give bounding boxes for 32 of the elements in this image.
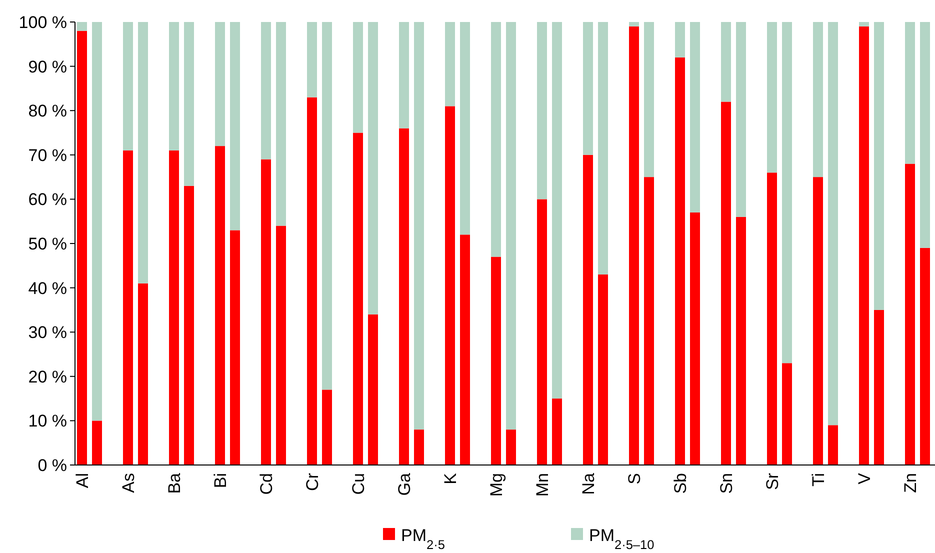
y-tick-label: 30 % [28, 323, 67, 342]
x-tick-label: S [625, 473, 644, 484]
x-tick-label: Cd [257, 473, 276, 495]
x-tick-label: Ga [395, 472, 414, 496]
y-tick-label: 70 % [28, 146, 67, 165]
y-tick-label: 60 % [28, 190, 67, 210]
y-tick-label: 100 % [18, 12, 67, 32]
y-tick-label: 40 % [28, 278, 67, 298]
x-tick-label: Zn [901, 473, 920, 493]
x-tick-label: Ti [809, 473, 828, 487]
x-tick-label: Sn [717, 473, 736, 494]
x-tick-label: As [119, 473, 138, 493]
y-tick-label: 50 % [28, 234, 67, 254]
x-tick-label: Cr [303, 472, 322, 491]
x-tick-label: Na [579, 472, 598, 495]
x-tick-label: Ba [165, 472, 184, 494]
x-tick-label: Sr [763, 472, 782, 490]
y-tick-label: 80 % [28, 102, 67, 121]
legend-label: PM$_{2·5–10}$ [589, 526, 654, 552]
y-tick-label: 90 % [28, 57, 67, 76]
x-tick-label: Sb [671, 473, 690, 494]
y-tick-label: 10 % [28, 412, 67, 431]
x-tick-label: K [441, 472, 460, 484]
x-tick-label: Bi [211, 473, 230, 488]
y-tick-label: 20 % [28, 367, 67, 386]
x-tick-label: Cu [349, 473, 368, 495]
x-tick-label: Mn [533, 473, 552, 497]
x-tick-label: Mg [487, 473, 506, 497]
y-tick-label: 0 % [38, 456, 67, 475]
x-tick-label: V [855, 472, 874, 484]
x-tick-label: Al [73, 473, 92, 488]
legend-label: PM$_{2·5}$ [401, 526, 445, 552]
